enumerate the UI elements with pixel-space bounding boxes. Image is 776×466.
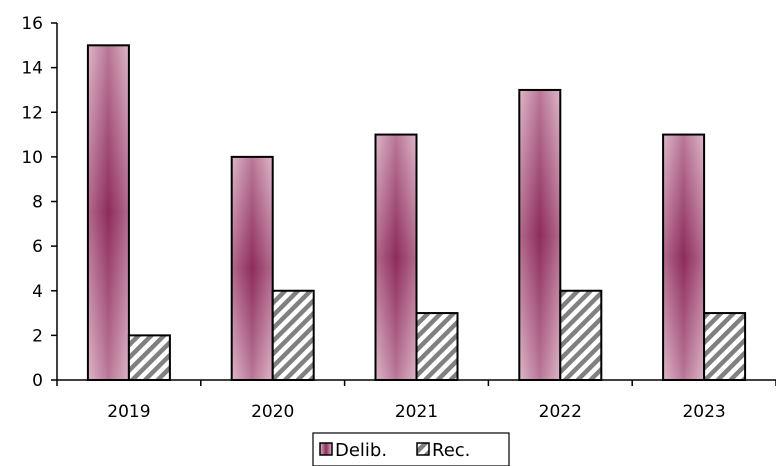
x-tick-label: 2023: [682, 402, 725, 422]
y-tick-label: 12: [21, 103, 43, 123]
y-tick-label: 8: [32, 193, 43, 213]
x-tick-label: 2020: [251, 402, 294, 422]
axes: 0 2 4 6 8 10 12 14 16 2019 2020 2021 2022 2023: [21, 14, 776, 422]
bar-delib-overlay-2022: [518, 88, 562, 381]
y-tick-label: 14: [21, 59, 43, 79]
bar-rec-2021: [415, 312, 459, 381]
bar-delib-overlay-2020: [230, 155, 274, 381]
bar-rec-2022: [559, 289, 603, 381]
y-tick-label: 10: [21, 148, 43, 168]
bar-rec-2020: [271, 289, 315, 381]
y-tick-label: 16: [21, 14, 43, 34]
bar-rec-2019: [127, 334, 171, 381]
y-tick-label: 6: [32, 237, 43, 257]
legend-label-rec: Rec.: [432, 440, 470, 461]
x-tick-label: 2019: [107, 402, 150, 422]
legend-box: [312, 432, 510, 466]
bar-delib-overlay-2023: [662, 133, 706, 381]
legend-swatch-delib: [319, 442, 333, 456]
legend-label-delib: Delib.: [335, 440, 387, 461]
y-tick-label: 2: [32, 326, 43, 346]
legend: Delib. Rec.: [312, 432, 510, 466]
bars: [86, 44, 747, 381]
bar-delib-overlay-2019: [86, 44, 130, 381]
y-tick-label: 0: [32, 371, 43, 391]
x-tick-label: 2021: [395, 402, 438, 422]
y-tick-label: 4: [32, 282, 43, 302]
x-tick-label: 2022: [539, 402, 582, 422]
bar-delib-overlay-2021: [374, 133, 418, 381]
legend-swatch-rec: [416, 442, 430, 456]
bar-rec-2023: [703, 312, 747, 381]
